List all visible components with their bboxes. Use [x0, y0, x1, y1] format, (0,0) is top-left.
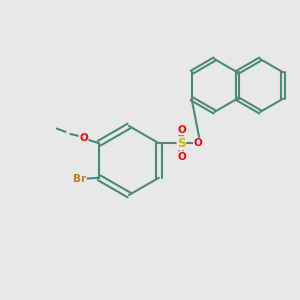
- Text: O: O: [194, 138, 202, 148]
- Text: O: O: [177, 152, 186, 162]
- Text: Br: Br: [73, 174, 86, 184]
- Text: O: O: [79, 133, 88, 143]
- Text: O: O: [177, 125, 186, 135]
- Text: S: S: [177, 137, 186, 150]
